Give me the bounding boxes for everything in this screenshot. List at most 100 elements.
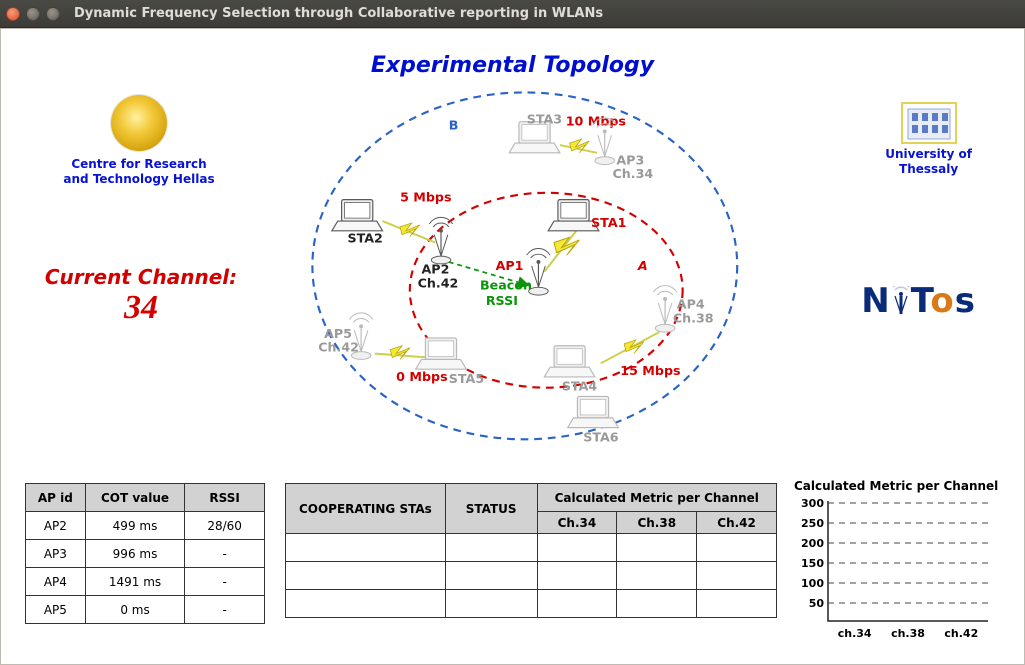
sta5-label: STA5	[449, 371, 484, 386]
link-rate-4: 0 Mbps	[396, 369, 447, 384]
org-left-l1: Centre for Research	[71, 157, 206, 171]
table-cell	[617, 534, 697, 562]
table-row: AP3996 ms-	[26, 540, 265, 568]
table-cell	[445, 590, 537, 618]
nitos-s: s	[955, 281, 976, 321]
ap2: AP2Ch.42	[418, 217, 459, 290]
table-cell	[286, 562, 446, 590]
certh-logo-icon	[111, 95, 167, 151]
window-buttons	[6, 7, 60, 21]
beacon-label-1: Beacon	[480, 277, 532, 292]
table-cell	[537, 590, 617, 618]
sta1-label: STA1	[591, 215, 626, 230]
org-left: Centre for Research and Technology Hella…	[49, 95, 229, 187]
table-cell	[617, 590, 697, 618]
ap1-label: AP1	[496, 258, 524, 273]
table-row	[286, 590, 777, 618]
minimize-icon[interactable]	[26, 7, 40, 21]
current-channel: Current Channel: 34	[31, 265, 251, 327]
table-cell: -	[185, 540, 265, 568]
t2-h-ch42: Ch.42	[697, 512, 777, 534]
bolt-icon	[554, 237, 579, 255]
table-cell: -	[185, 596, 265, 624]
table-row: AP41491 ms-	[26, 568, 265, 596]
org-left-l2: and Technology Hellas	[63, 172, 214, 186]
table-cell: 499 ms	[85, 512, 185, 540]
table-cell	[537, 534, 617, 562]
uth-logo-icon	[900, 95, 958, 145]
table-cell	[537, 562, 617, 590]
svg-text:ch.42: ch.42	[944, 627, 978, 640]
t1-h1: AP id	[26, 484, 86, 512]
t2-h-status: STATUS	[445, 484, 537, 534]
sta2: STA2	[332, 200, 383, 246]
sta6-label: STA6	[583, 429, 619, 444]
table-cell: AP4	[26, 568, 86, 596]
window-title: Dynamic Frequency Selection through Coll…	[74, 6, 603, 21]
t1-h3: RSSI	[185, 484, 265, 512]
mini-chart: Calculated Metric per Channel 300 250 200 1…	[794, 479, 1004, 651]
sta6: STA6	[568, 396, 619, 444]
region-a-label: A	[637, 258, 648, 273]
table-row: AP2499 ms28/60	[26, 512, 265, 540]
sta3: STA3	[509, 112, 562, 153]
sta4: STA4	[544, 346, 597, 394]
table-cell: 1491 ms	[85, 568, 185, 596]
ap5: AP5Ch.42	[318, 313, 373, 360]
org-right-l2: Thessaly	[899, 162, 958, 176]
ap4-sub: Ch.38	[673, 310, 714, 325]
nitos-logo: NTos	[861, 281, 976, 325]
table-cell	[697, 534, 777, 562]
org-left-caption: Centre for Research and Technology Hella…	[49, 157, 229, 187]
svg-text:ch.38: ch.38	[891, 627, 925, 640]
table-cell	[445, 534, 537, 562]
svg-text:150: 150	[801, 557, 824, 570]
nitos-n: N	[861, 281, 890, 321]
table-cell	[697, 562, 777, 590]
table-cell	[617, 562, 697, 590]
mini-chart-title: Calculated Metric per Channel	[794, 479, 1004, 493]
region-b-label: B	[449, 117, 459, 132]
table-cell: -	[185, 568, 265, 596]
content-area: Experimental Topology Centre for Researc…	[0, 28, 1025, 665]
table-cell	[286, 590, 446, 618]
table-cell	[445, 562, 537, 590]
mini-chart-svg: 30025020015010050ch.34ch.38ch.42	[794, 497, 1004, 647]
close-icon[interactable]	[6, 7, 20, 21]
titlebar: Dynamic Frequency Selection through Coll…	[0, 0, 1025, 28]
org-right-l1: University of	[885, 147, 972, 161]
link-rate-1: 5 Mbps	[400, 190, 451, 205]
sta2-label: STA2	[347, 230, 382, 245]
table-cell: AP3	[26, 540, 86, 568]
nitos-antenna-icon	[891, 285, 911, 325]
ap-table: AP id COT value RSSI AP2499 ms28/60AP399…	[25, 483, 265, 624]
org-right-caption: University of Thessaly	[885, 147, 972, 177]
t2-h-ch38: Ch.38	[617, 512, 697, 534]
svg-text:ch.34: ch.34	[838, 627, 872, 640]
coop-table: COOPERATING STAs STATUS Calculated Metri…	[285, 483, 777, 618]
sta1: STA1	[548, 200, 626, 231]
t1-h2: COT value	[85, 484, 185, 512]
table-cell	[697, 590, 777, 618]
bolt-icon	[390, 346, 409, 360]
table-cell: AP5	[26, 596, 86, 624]
maximize-icon[interactable]	[46, 7, 60, 21]
table-row: AP50 ms-	[26, 596, 265, 624]
t2-h-metric: Calculated Metric per Channel	[537, 484, 776, 512]
table-cell: 28/60	[185, 512, 265, 540]
topology-diagram: B A 5 Mbps 10 Mbps 15 Mbps 0 Mbps	[247, 71, 787, 451]
nitos-o: o	[930, 281, 954, 321]
svg-text:200: 200	[801, 537, 824, 550]
nitos-t: T	[911, 281, 931, 321]
svg-text:50: 50	[809, 597, 825, 610]
table-cell: 0 ms	[85, 596, 185, 624]
svg-text:250: 250	[801, 517, 824, 530]
t2-h-coop: COOPERATING STAs	[286, 484, 446, 534]
sta4-label: STA4	[562, 379, 598, 394]
sta3-label: STA3	[527, 112, 562, 127]
svg-text:300: 300	[801, 497, 824, 510]
table-cell: AP2	[26, 512, 86, 540]
link-rate-3: 15 Mbps	[620, 363, 680, 378]
table-cell	[286, 534, 446, 562]
topology-svg: B A 5 Mbps 10 Mbps 15 Mbps 0 Mbps	[247, 71, 787, 451]
